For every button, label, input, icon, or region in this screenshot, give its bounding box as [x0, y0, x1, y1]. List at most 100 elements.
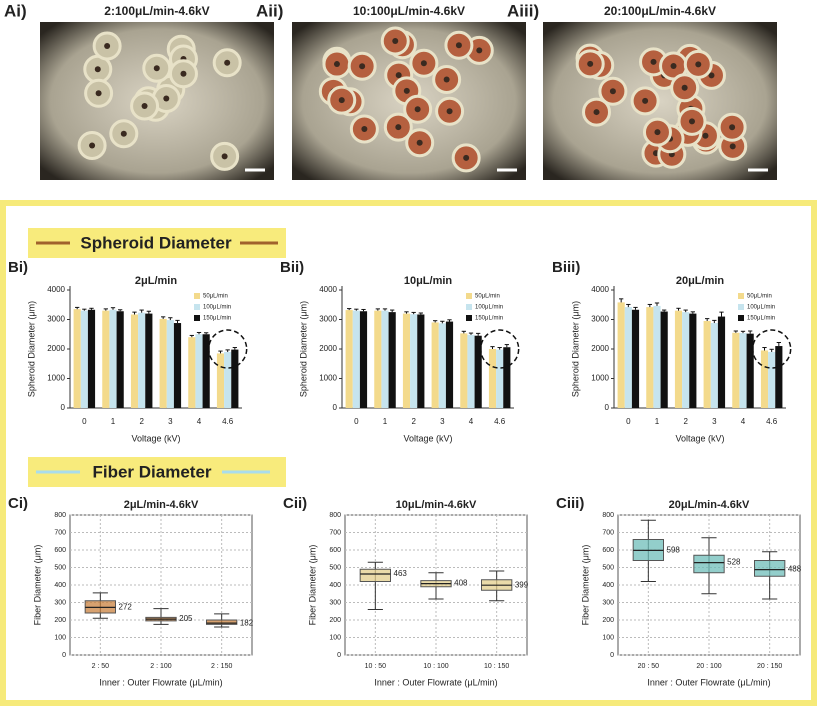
y-axis-label: Fiber Diameter (μm): [580, 545, 590, 626]
legend-swatch: [194, 293, 200, 299]
spheroid-core: [670, 63, 677, 70]
spheroid-core: [681, 84, 688, 91]
box: [206, 619, 238, 625]
x-tick-label: 4: [469, 417, 474, 426]
bar: [417, 314, 425, 408]
legend-swatch: [738, 315, 744, 321]
y-tick-label: 200: [329, 617, 341, 624]
bar: [224, 351, 232, 408]
legend-swatch: [194, 304, 200, 310]
x-tick-label: 10 : 150: [484, 663, 509, 670]
spheroid-core: [688, 118, 695, 125]
spheroid-core: [403, 87, 410, 94]
legend-label: 50μL/min: [747, 294, 772, 300]
x-tick-label: 10 : 100: [423, 663, 448, 670]
y-axis-label: Fiber Diameter (μm): [32, 545, 42, 626]
bar: [503, 347, 511, 408]
box: [754, 560, 786, 577]
median-label: 399: [515, 580, 529, 589]
bar: [717, 316, 726, 408]
y-tick-label: 0: [610, 652, 614, 659]
y-tick-label: 0: [605, 403, 610, 412]
bar: [402, 313, 411, 408]
y-tick-label: 800: [329, 512, 341, 519]
bar: [410, 314, 418, 408]
legend-swatch: [466, 315, 472, 321]
spheroid-core: [443, 76, 450, 83]
panel-label: Ci): [8, 495, 28, 512]
y-axis-label: Fiber Diameter (μm): [307, 545, 317, 626]
box: [359, 568, 391, 582]
y-tick-label: 2000: [591, 344, 609, 353]
y-tick-label: 800: [602, 512, 614, 519]
x-tick-label: 1: [383, 417, 388, 426]
highlight-circle: [751, 329, 792, 369]
spheroid-core: [650, 58, 657, 65]
x-tick-label: 4.6: [766, 417, 778, 426]
box: [693, 554, 725, 574]
chart-title: 2μL/min-4.6kV: [124, 499, 199, 511]
spheroid-core: [221, 153, 228, 160]
bar: [445, 321, 454, 408]
panel-frame: [0, 200, 817, 706]
chart-title: 20μL/min: [676, 275, 725, 287]
legend-swatch: [466, 293, 472, 299]
spheroid-core: [333, 61, 340, 68]
y-tick-label: 500: [54, 564, 66, 571]
y-tick-label: 200: [54, 617, 66, 624]
spheroid-core: [416, 139, 423, 146]
y-tick-label: 600: [54, 547, 66, 554]
x-tick-label: 0: [354, 417, 359, 426]
spheroid-core: [593, 109, 600, 116]
bar: [145, 313, 153, 408]
spheroid-core: [395, 72, 402, 79]
x-tick-label: 4.6: [222, 417, 234, 426]
x-tick-label: 20 : 150: [757, 663, 782, 670]
bar: [431, 322, 439, 408]
y-tick-label: 1000: [47, 374, 65, 383]
bar: [689, 313, 697, 408]
panel-label: Cii): [283, 495, 307, 512]
spheroid-core: [455, 42, 462, 49]
bar: [739, 333, 747, 408]
spheroid-core: [476, 47, 483, 54]
bar: [703, 320, 711, 408]
x-axis-label: Voltage (kV): [675, 433, 724, 443]
x-tick-label: 10 : 50: [365, 663, 387, 670]
y-tick-label: 1000: [591, 374, 609, 383]
y-tick-label: 4000: [591, 285, 609, 294]
median-label: 205: [179, 614, 193, 623]
bar: [646, 307, 654, 408]
bar: [231, 349, 239, 408]
median-label: 408: [454, 579, 468, 588]
y-tick-label: 100: [602, 634, 614, 641]
y-tick-label: 700: [602, 529, 614, 536]
bar: [760, 350, 769, 408]
bar: [345, 310, 353, 408]
x-tick-label: 2 : 50: [92, 663, 110, 670]
y-tick-label: 0: [333, 403, 338, 412]
median-label: 528: [727, 558, 741, 567]
median-label: 598: [667, 545, 681, 554]
y-tick-label: 500: [329, 564, 341, 571]
bar: [173, 323, 182, 408]
chart-title: 10μL/min: [404, 275, 453, 287]
bar: [188, 337, 196, 408]
spheroid-core: [94, 66, 101, 73]
x-axis-label: Voltage (kV): [131, 433, 180, 443]
spheroid-core: [642, 97, 649, 104]
bar: [674, 310, 683, 408]
spheroid-core: [395, 124, 402, 131]
y-tick-label: 100: [329, 634, 341, 641]
spheroid-core: [361, 126, 368, 133]
bar: [768, 351, 776, 408]
y-axis-label: Spheroid Diameter (μm): [26, 301, 36, 397]
y-tick-label: 400: [54, 582, 66, 589]
y-tick-label: 3000: [319, 315, 337, 324]
bar: [138, 312, 146, 408]
bar: [381, 310, 389, 408]
y-tick-label: 3000: [591, 315, 609, 324]
chart-title: 2μL/min: [135, 275, 177, 287]
x-tick-label: 3: [440, 417, 445, 426]
